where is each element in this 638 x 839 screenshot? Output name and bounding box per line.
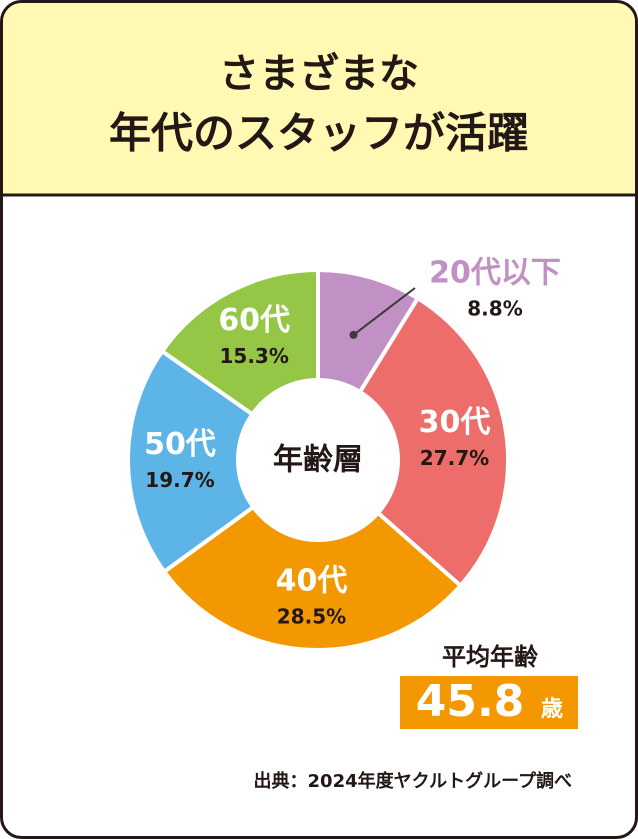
slice-name: 30代 — [419, 405, 491, 440]
slice-value: 19.7% — [145, 468, 214, 492]
center-label: 年齢層 — [273, 443, 363, 478]
donut-slice — [161, 504, 464, 652]
donut-slice — [126, 348, 257, 575]
donut-slice — [159, 267, 320, 417]
slice-value: 15.3% — [219, 344, 288, 368]
slice-name: 40代 — [276, 563, 348, 598]
leader-dot — [349, 330, 358, 339]
average-unit: 歳 — [541, 697, 563, 722]
average-box — [400, 676, 578, 729]
slice-name: 50代 — [144, 427, 216, 462]
leader-line — [352, 287, 416, 336]
title-line: さまざまな — [219, 51, 419, 97]
title-line: 年代のスタッフが活躍 — [109, 109, 529, 158]
slice-value: 8.8% — [467, 297, 522, 321]
slice-name: 60代 — [218, 303, 290, 338]
slice-name: 20代以下 — [429, 256, 561, 291]
slice-value: 28.5% — [277, 604, 346, 628]
source: 出典：2024年度ヤクルトグループ調べ — [254, 770, 572, 792]
header-bg — [3, 3, 635, 195]
donut-chart: 20代以下 8.8% 30代 27.7% 40代 28.5% 50代 19.7% 60代 15.3… — [126, 256, 561, 652]
donut-slice — [357, 295, 510, 589]
slice-value: 27.7% — [420, 446, 489, 470]
average-value: 45.8 — [416, 676, 525, 727]
average-label: 平均年齢 — [442, 643, 539, 671]
